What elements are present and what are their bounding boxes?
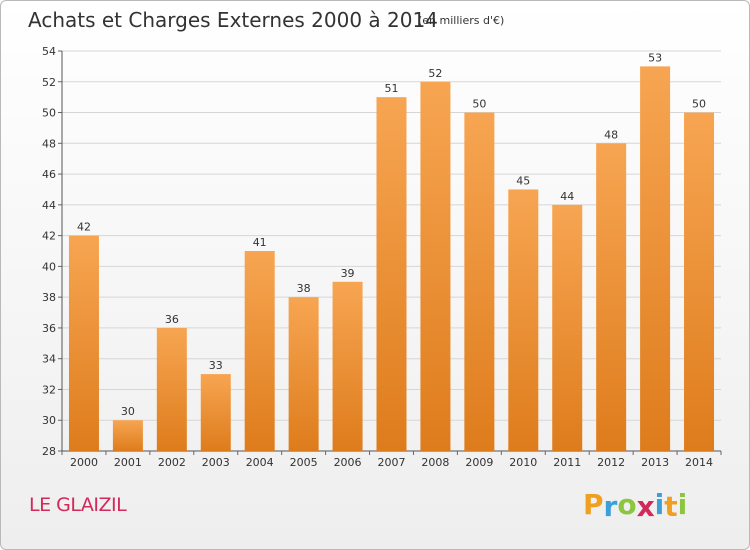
brand-letter: i	[654, 488, 665, 521]
x-tick-label: 2006	[334, 456, 362, 469]
bar	[596, 143, 627, 452]
bar	[508, 189, 539, 451]
y-tick-labels: 28 30 32 34 36 38 40 42 44 46 48 50 52 54	[42, 45, 56, 458]
value-label: 44	[560, 190, 574, 203]
x-tick-label: 2001	[114, 456, 142, 469]
x-tick-label: 2010	[509, 456, 537, 469]
brand-letter: i	[677, 488, 688, 521]
chart-subtitle: (en milliers d'€)	[418, 14, 504, 27]
bar	[464, 112, 495, 452]
y-tick-label: 38	[42, 291, 56, 304]
x-tick-label: 2008	[421, 456, 449, 469]
value-label: 30	[121, 405, 135, 418]
y-tick-label: 50	[42, 107, 56, 120]
value-label: 38	[297, 282, 311, 295]
y-tick-label: 42	[42, 230, 56, 243]
value-label: 36	[165, 313, 179, 326]
value-label: 39	[341, 267, 355, 280]
chart-title: Achats et Charges Externes 2000 à 2014	[28, 8, 438, 32]
place-name: LE GLAIZIL	[29, 494, 127, 516]
x-tick-label: 2011	[553, 456, 581, 469]
value-label: 48	[604, 128, 618, 141]
brand-letter: t	[664, 490, 678, 523]
brand-letter: o	[617, 488, 637, 521]
bars	[68, 66, 715, 452]
brand-letter: P	[583, 488, 604, 521]
value-label: 41	[253, 236, 267, 249]
y-tick-label: 44	[42, 199, 56, 212]
y-tick-label: 34	[42, 353, 56, 366]
y-tick-label: 40	[42, 260, 56, 273]
x-tick-label: 2007	[378, 456, 406, 469]
y-tick-label: 52	[42, 76, 56, 89]
bar	[332, 281, 363, 451]
bar	[68, 235, 99, 451]
y-tick-label: 54	[42, 45, 56, 58]
brand-logo: Proxiti	[583, 488, 688, 523]
y-tick-label: 30	[42, 414, 56, 427]
y-tick-label: 46	[42, 168, 56, 181]
x-tick-labels: 2000 2001 2002 2003 2004 2005 2006 2007 2008 2009…	[61, 451, 722, 469]
value-label: 50	[692, 98, 706, 111]
value-labels: 42 30 36 33 41 38 39 51 52 50 45 44 48 53 50	[77, 51, 706, 418]
x-tick-label: 2005	[290, 456, 318, 469]
y-tick-label: 32	[42, 383, 56, 396]
bar	[684, 112, 715, 452]
bar	[288, 297, 319, 451]
value-label: 51	[385, 82, 399, 95]
y-tick-label: 36	[42, 322, 56, 335]
value-label: 50	[472, 98, 486, 111]
bar	[244, 251, 275, 451]
x-tick-label: 2000	[70, 456, 98, 469]
x-tick-label: 2013	[641, 456, 669, 469]
value-label: 45	[516, 174, 530, 187]
brand-letter: x	[636, 490, 655, 523]
bar	[112, 420, 143, 451]
bar	[200, 374, 231, 451]
x-tick-label: 2009	[465, 456, 493, 469]
bar	[640, 66, 671, 451]
x-tick-label: 2002	[158, 456, 186, 469]
x-tick-label: 2012	[597, 456, 625, 469]
x-tick-label: 2014	[685, 456, 713, 469]
bar	[420, 81, 451, 452]
y-tick-label: 28	[42, 445, 56, 458]
value-label: 52	[428, 67, 442, 80]
brand-letter: r	[603, 490, 618, 523]
x-tick-label: 2003	[202, 456, 230, 469]
value-label: 53	[648, 51, 662, 64]
value-label: 42	[77, 221, 91, 234]
y-tick-label: 48	[42, 137, 56, 150]
bar	[552, 204, 583, 451]
bar	[156, 327, 187, 451]
bar	[376, 97, 407, 452]
x-tick-label: 2004	[246, 456, 274, 469]
value-label: 33	[209, 359, 223, 372]
